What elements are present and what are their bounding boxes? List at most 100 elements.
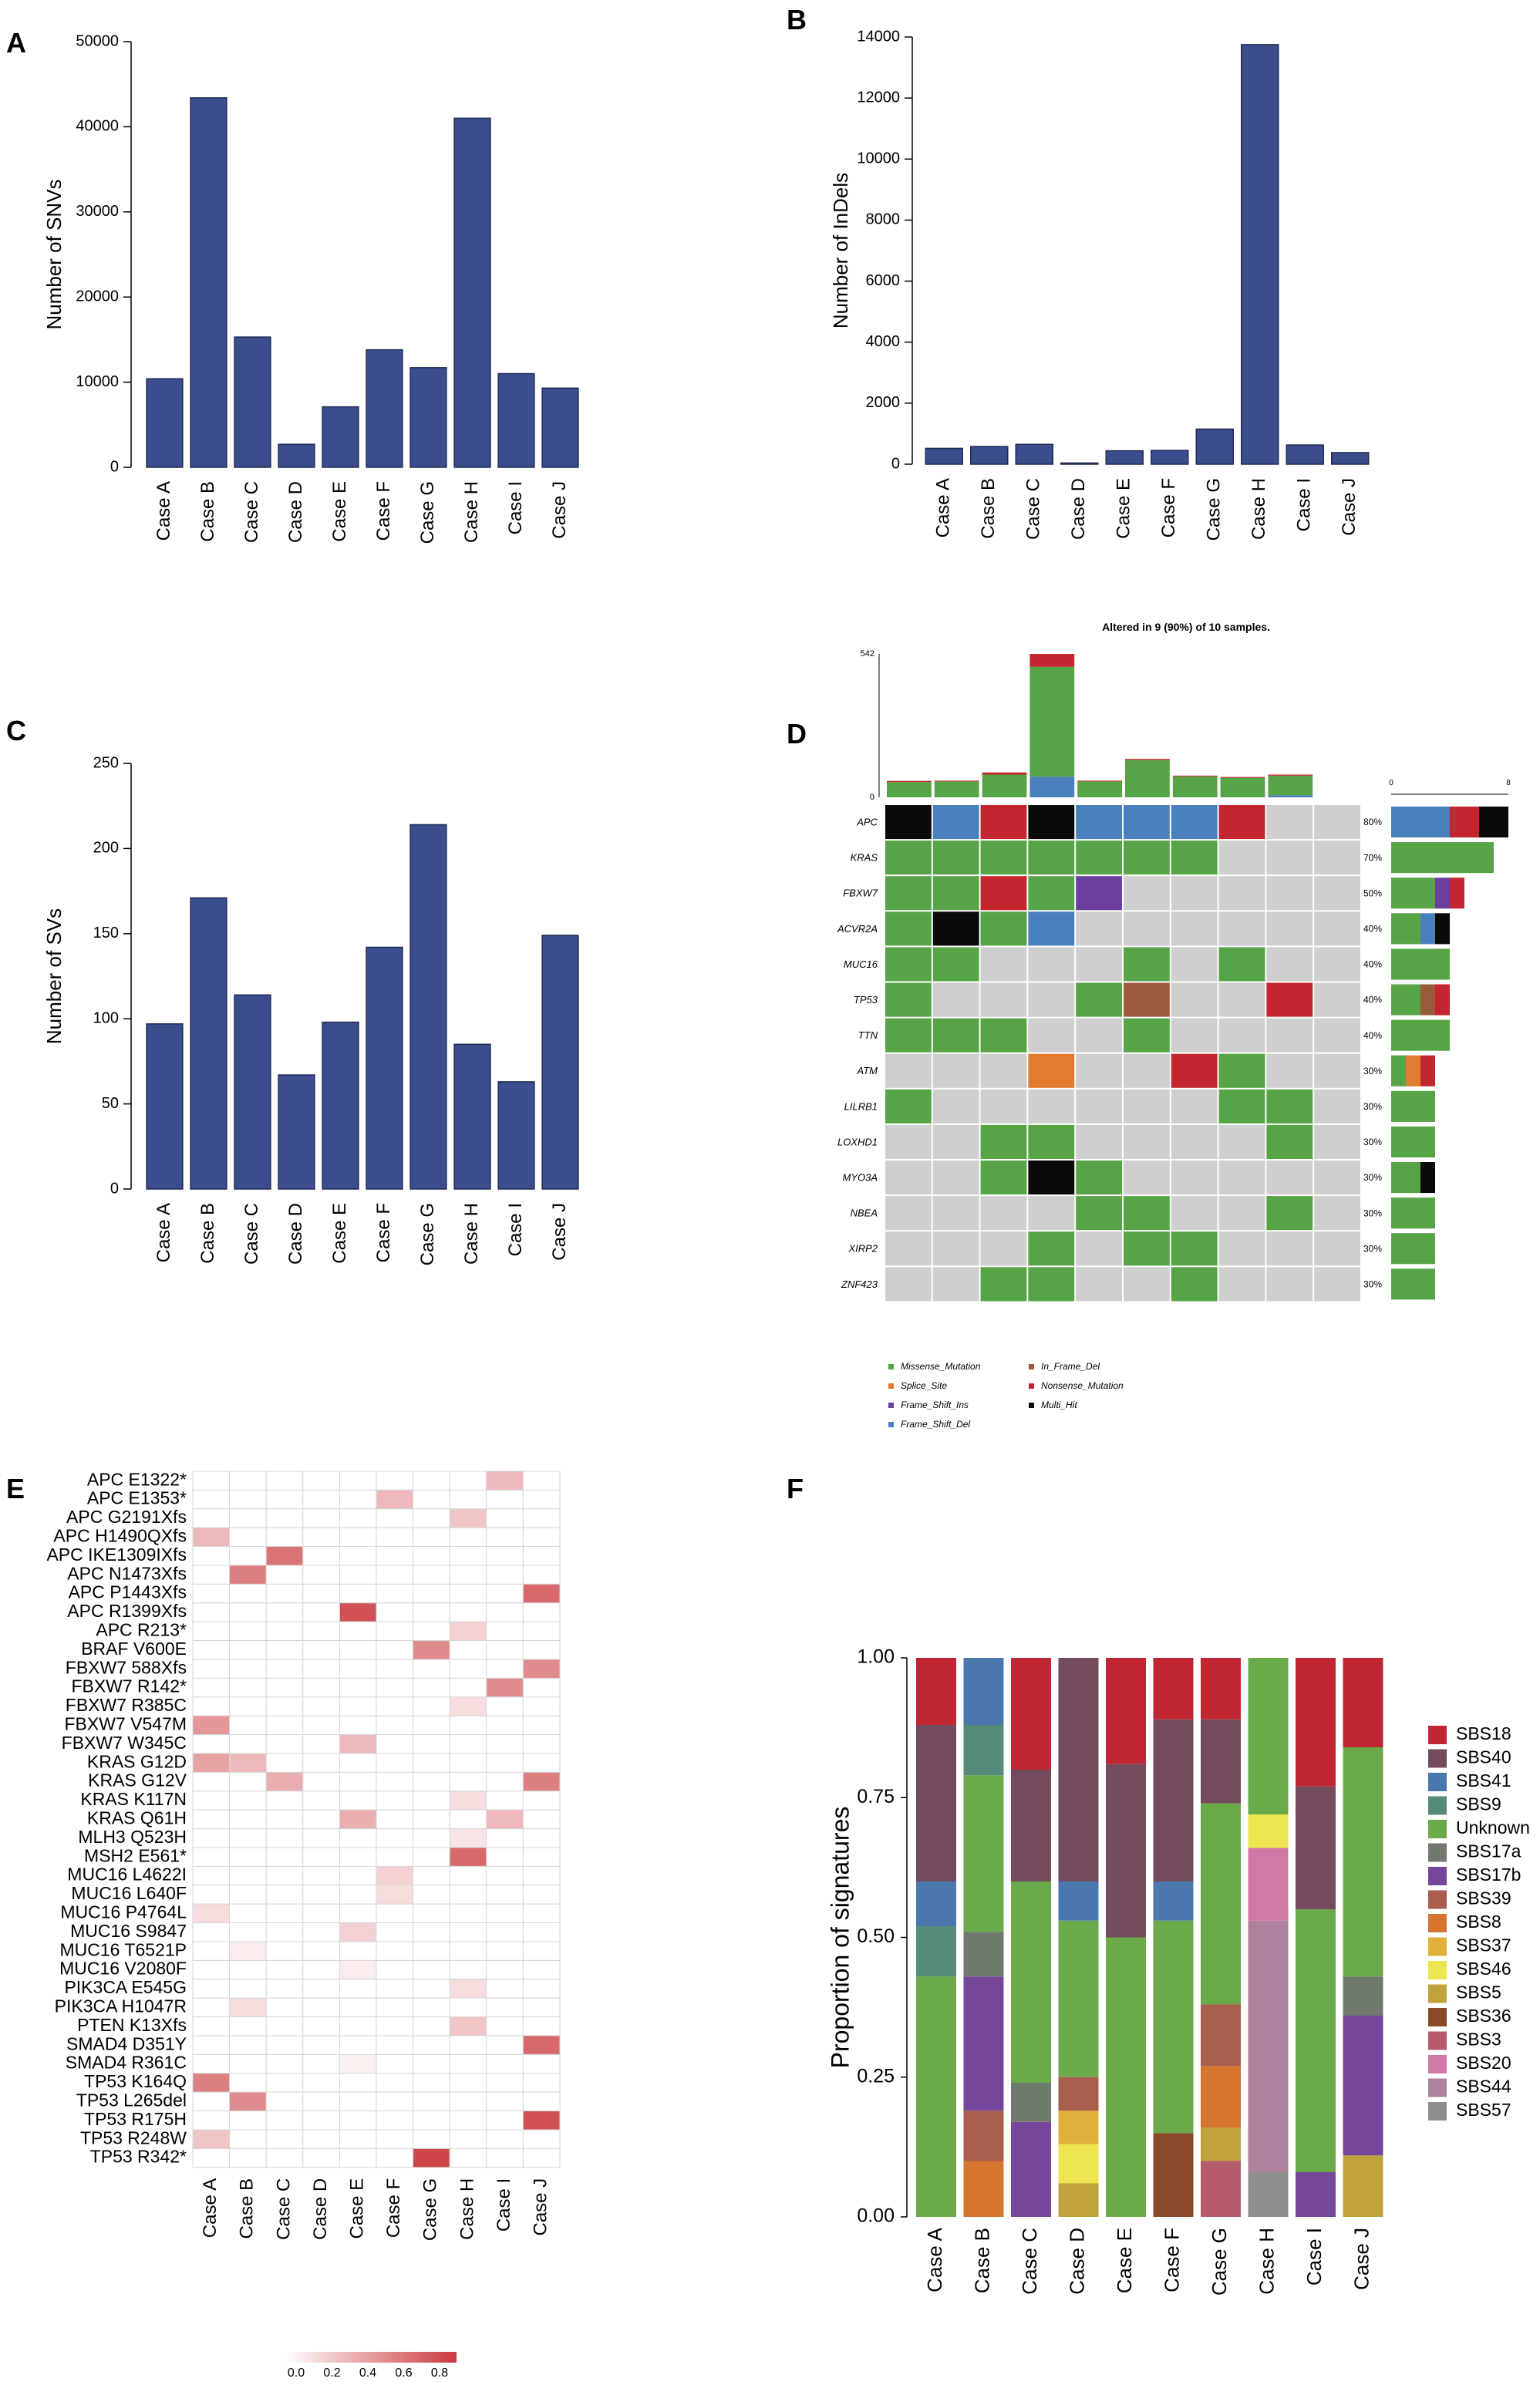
- bar-case-j: [1331, 452, 1370, 465]
- x-tick-label: Case F: [383, 2178, 404, 2238]
- heatmap-cell: [192, 1790, 231, 1811]
- legend-swatch: [1428, 1984, 1447, 2003]
- heatmap-cell: [265, 2073, 304, 2093]
- oncoplot-cell: [1171, 805, 1218, 840]
- heatmap-cell: [339, 1546, 377, 1566]
- heatmap-cell: [265, 2129, 304, 2149]
- heatmap-cell: [265, 2148, 304, 2168]
- heatmap-cell: [192, 2073, 231, 2093]
- stacked-segment: [1058, 2144, 1099, 2184]
- oncoplot-cell: [1076, 1160, 1122, 1195]
- heatmap-cell: [376, 2129, 414, 2149]
- stacked-segment: [1201, 1658, 1241, 1720]
- oncoplot-cell: [1076, 876, 1122, 911]
- gene-label: ZNF423: [841, 1278, 878, 1290]
- oncoplot-cell: [1266, 1089, 1313, 1123]
- side-bar-segment: [1435, 984, 1450, 1016]
- bar-case-e: [1105, 450, 1144, 465]
- x-tick-label: Case D: [1065, 2228, 1088, 2295]
- mutation-label: FBXW7 W345C: [62, 1733, 187, 1753]
- heatmap-cell: [522, 1602, 561, 1622]
- heatmap-cell: [265, 1997, 304, 2018]
- oncoplot-cell: [1218, 805, 1265, 840]
- top-bar-segment: [1268, 774, 1313, 776]
- heatmap-cell: [265, 1790, 304, 1811]
- stacked-segment: [1343, 1976, 1383, 2016]
- panel-letter-e: E: [6, 1473, 25, 1504]
- side-bar-segment: [1391, 1055, 1406, 1086]
- heatmap-cell: [192, 1753, 231, 1773]
- oncoplot-cell: [1266, 805, 1313, 840]
- legend-label: SBS37: [1456, 1935, 1511, 1955]
- heatmap-cell: [486, 2148, 524, 2168]
- x-tick-label: Case J: [549, 481, 570, 539]
- oncoplot-cell: [1124, 1196, 1170, 1231]
- heatmap-cell: [376, 1715, 414, 1736]
- y-tick-label: 0: [891, 455, 900, 472]
- oncoplot-cell: [1266, 840, 1313, 875]
- oncoplot-cell: [1124, 805, 1170, 840]
- heatmap-cell: [522, 1941, 561, 1961]
- top-bar-segment: [1220, 777, 1265, 797]
- heatmap-cell: [522, 2053, 561, 2074]
- y-tick-label: 200: [93, 840, 119, 857]
- gene-label: MUC16: [844, 958, 878, 970]
- heatmap-cell: [302, 2016, 340, 2036]
- heatmap-cell: [449, 1997, 487, 2018]
- heatmap-cell: [265, 1546, 304, 1566]
- heatmap-cell: [486, 2053, 524, 2074]
- heatmap-cell: [265, 1527, 304, 1548]
- side-axis-max: 8: [1506, 779, 1511, 787]
- heatmap-cell: [229, 1659, 267, 1679]
- heatmap-cell: [413, 1734, 450, 1754]
- heatmap-cell: [413, 1771, 450, 1792]
- heatmap-cell: [339, 2110, 377, 2131]
- oncoplot-cell: [885, 876, 932, 911]
- x-tick-label: Case E: [329, 481, 350, 542]
- heatmap-cell: [229, 1602, 267, 1622]
- oncoplot-cell: [1171, 840, 1218, 875]
- oncoplot-cell: [932, 911, 979, 946]
- stacked-segment: [1201, 2066, 1241, 2127]
- top-bar-segment: [1029, 776, 1075, 797]
- heatmap-cell: [522, 1771, 561, 1792]
- heatmap-cell: [413, 1903, 450, 1924]
- oncoplot-cell: [1314, 805, 1360, 840]
- oncoplot-cell: [1218, 911, 1265, 946]
- legend-label: SBS8: [1456, 1912, 1501, 1932]
- oncoplot-cell: [980, 1018, 1027, 1053]
- mutation-label: PIK3CA E545G: [64, 1977, 187, 1997]
- oncoplot-cell: [1171, 947, 1218, 982]
- heatmap-cell: [376, 1809, 414, 1830]
- heatmap-cell: [229, 1470, 267, 1491]
- heatmap-cell: [486, 1828, 524, 1848]
- heatmap-cell: [486, 2016, 524, 2036]
- panel-letter-c: C: [6, 715, 26, 746]
- x-tick-label: Case I: [1302, 2228, 1326, 2286]
- side-bar-segment: [1391, 1268, 1435, 1300]
- oncoplot-cell: [932, 840, 979, 875]
- heatmap-cell: [229, 2091, 267, 2112]
- heatmap-cell: [339, 2016, 377, 2036]
- heatmap-cell: [339, 1640, 377, 1660]
- heatmap-cell: [413, 2016, 450, 2036]
- top-bar-segment: [1077, 780, 1122, 782]
- heatmap-cell: [522, 1489, 561, 1510]
- stacked-segment: [1106, 1658, 1146, 1764]
- side-bar-segment: [1420, 913, 1435, 945]
- oncoplot-cell: [980, 876, 1027, 911]
- oncoplot-cell: [932, 1196, 979, 1231]
- heatmap-cell: [449, 1677, 487, 1698]
- heatmap-cell: [229, 2129, 267, 2149]
- heatmap-cell: [449, 1508, 487, 1528]
- heatmap-cell: [522, 1583, 561, 1604]
- x-tick-label: Case G: [1208, 2228, 1231, 2296]
- oncoplot-cell: [1171, 1160, 1218, 1195]
- legend-label: Splice_Site: [901, 1380, 947, 1391]
- heatmap-cell: [486, 1922, 524, 1942]
- heatmap-cell: [265, 1959, 304, 1980]
- side-bar-segment: [1391, 984, 1420, 1016]
- heatmap-cell: [413, 2129, 450, 2149]
- oncoplot-cell: [1266, 1267, 1313, 1302]
